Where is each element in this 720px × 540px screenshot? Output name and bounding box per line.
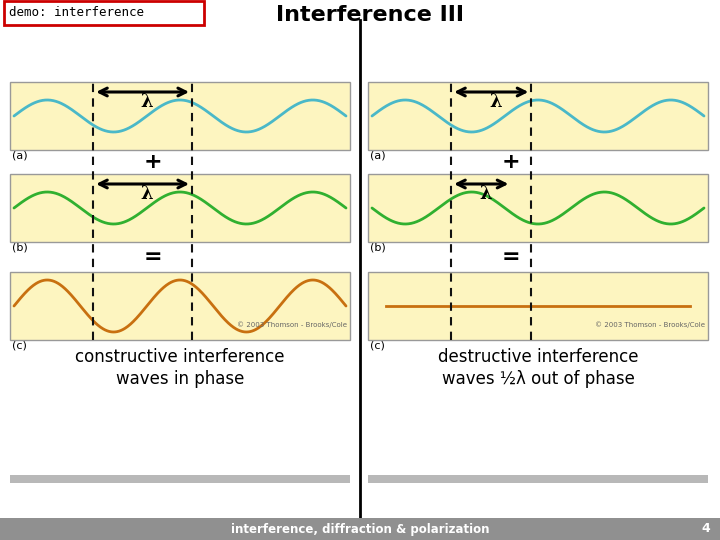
Text: (c): (c)	[370, 341, 385, 351]
Text: (c): (c)	[12, 341, 27, 351]
Text: waves ½λ out of phase: waves ½λ out of phase	[441, 370, 634, 388]
Bar	[368, 82, 708, 150]
Bar	[368, 272, 708, 340]
Bar	[10, 272, 350, 340]
Text: (b): (b)	[370, 243, 386, 253]
Text: © 2003 Thomson - Brooks/Cole: © 2003 Thomson - Brooks/Cole	[237, 321, 347, 328]
Text: (a): (a)	[12, 151, 27, 161]
Bar	[10, 174, 350, 242]
Text: Interference III: Interference III	[276, 5, 464, 25]
Bar	[368, 475, 708, 483]
Text: +: +	[143, 152, 162, 172]
Text: (a): (a)	[370, 151, 386, 161]
Bar	[10, 475, 350, 483]
Bar	[0, 518, 720, 540]
Text: demo: interference: demo: interference	[9, 6, 144, 19]
Bar	[368, 174, 708, 242]
Text: +: +	[502, 152, 520, 172]
Text: waves in phase: waves in phase	[116, 370, 244, 388]
Text: destructive interference: destructive interference	[438, 348, 638, 366]
Text: =: =	[143, 247, 162, 267]
Text: λ: λ	[489, 93, 502, 111]
Text: λ: λ	[140, 185, 153, 203]
Text: (b): (b)	[12, 243, 28, 253]
Text: =: =	[502, 247, 520, 267]
Bar	[4, 1, 204, 25]
Text: λ: λ	[479, 185, 492, 203]
Bar	[10, 82, 350, 150]
Text: © 2003 Thomson - Brooks/Cole: © 2003 Thomson - Brooks/Cole	[595, 321, 705, 328]
Text: constructive interference: constructive interference	[76, 348, 284, 366]
Text: 4: 4	[701, 523, 710, 536]
Text: interference, diffraction & polarization: interference, diffraction & polarization	[230, 523, 490, 536]
Text: λ: λ	[140, 93, 153, 111]
